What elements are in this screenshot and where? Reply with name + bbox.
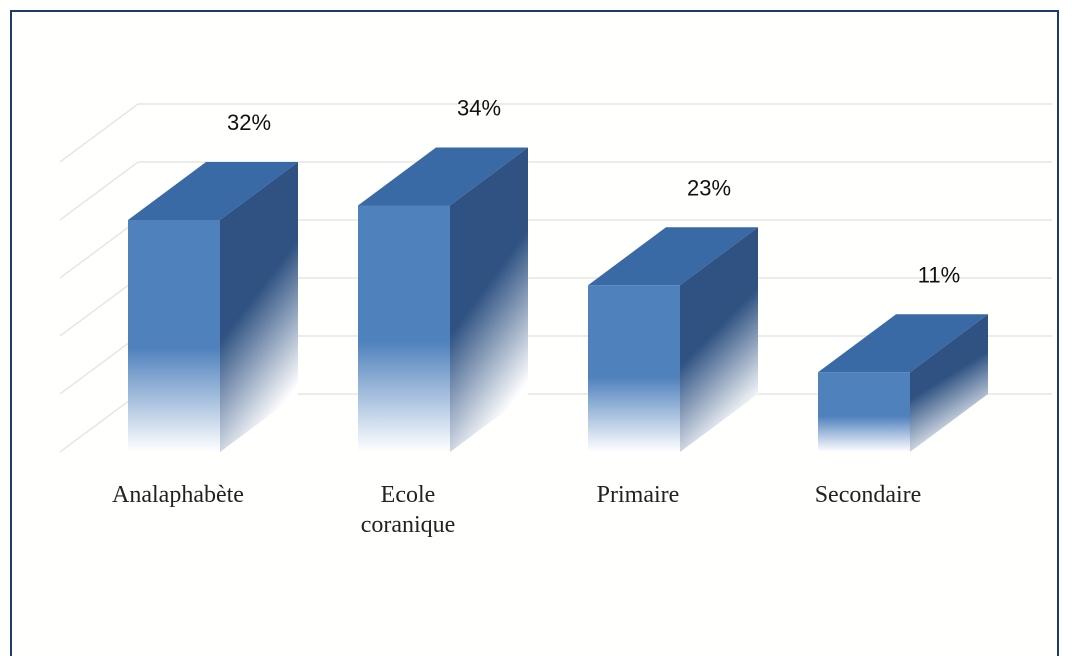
bar-side-1 [450, 147, 528, 452]
bar-top-2 [588, 227, 758, 286]
labels: 32% Analaphabète 34% Ecole coranique 23% Prima… [112, 96, 960, 539]
category-label-2: Primaire [597, 482, 680, 508]
category-label-1: Ecole coranique [361, 482, 456, 538]
data-label-2: 23% [687, 175, 731, 200]
category-label-line: Analaphabète [112, 482, 244, 508]
bar-top-3 [818, 314, 988, 373]
bar-front-1 [358, 205, 450, 452]
bar-front-3 [818, 372, 910, 452]
category-label-3: Secondaire [815, 482, 922, 508]
category-label-line: Secondaire [815, 482, 922, 508]
bar-side-3 [910, 314, 988, 452]
bar-top-0 [128, 162, 298, 220]
chart-frame: 32% Analaphabète 34% Ecole coranique 23% Prima… [10, 10, 1059, 656]
data-label-1: 34% [457, 96, 501, 121]
bar-front-0 [128, 220, 220, 452]
bar-front-2 [588, 285, 680, 452]
bars [128, 147, 988, 452]
category-label-0: Analaphabète [112, 482, 244, 508]
bar-side-2 [680, 227, 758, 452]
gridline-slant [59, 219, 139, 279]
bar-side-0 [220, 162, 298, 452]
data-label-0: 32% [227, 110, 271, 135]
category-label-line: coranique [361, 512, 456, 538]
data-label-3: 11% [918, 262, 960, 287]
gridline-slant [59, 393, 139, 453]
category-label-line: Primaire [597, 482, 680, 508]
chart-svg: 32% Analaphabète 34% Ecole coranique 23% Prima… [59, 96, 1052, 539]
gridline-slant [59, 277, 139, 337]
category-label-line: Ecole [381, 482, 436, 508]
gridline-slant [59, 161, 139, 221]
bar-top-1 [358, 147, 528, 206]
gridline-slant [59, 335, 139, 395]
gridline-slant [59, 103, 139, 163]
